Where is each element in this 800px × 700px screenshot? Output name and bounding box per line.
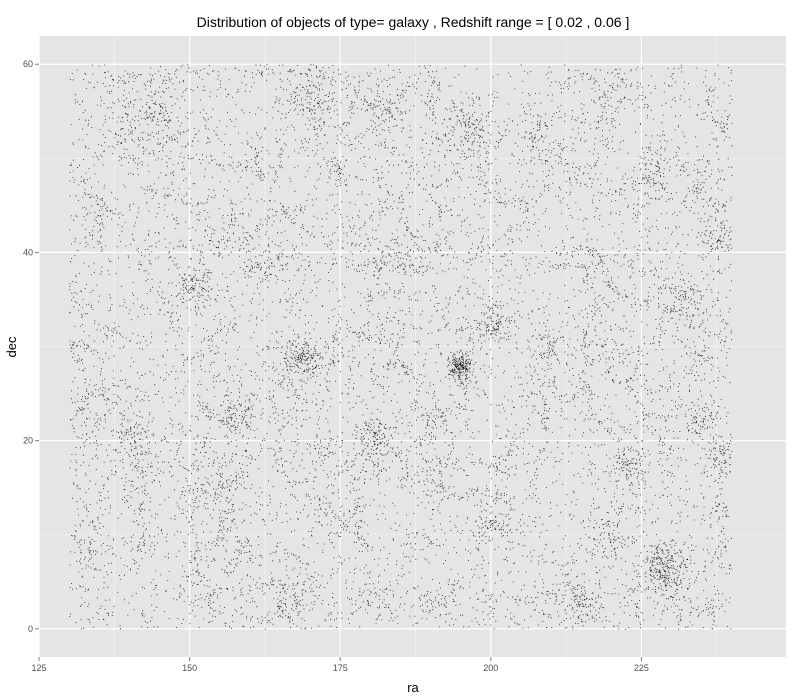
x-tick-label: 125 bbox=[31, 663, 46, 673]
y-axis-title: dec bbox=[4, 336, 19, 357]
x-tick-label: 200 bbox=[483, 663, 498, 673]
y-tick-label: 40 bbox=[23, 247, 33, 257]
major-gridlines bbox=[38, 36, 786, 657]
y-tick-label: 20 bbox=[23, 436, 33, 446]
x-tick-label: 225 bbox=[634, 663, 649, 673]
minor-gridlines bbox=[39, 36, 786, 657]
x-axis-title: ra bbox=[407, 680, 419, 695]
chart-title: Distribution of objects of type= galaxy … bbox=[197, 14, 630, 30]
x-tick-label: 150 bbox=[182, 663, 197, 673]
y-tick-label: 60 bbox=[23, 59, 33, 69]
y-axis-ticks: 0 20 40 60 bbox=[23, 59, 39, 634]
y-tick-label: 0 bbox=[28, 624, 33, 634]
x-tick-label: 175 bbox=[333, 663, 348, 673]
x-axis-ticks: 125 150 175 200 225 bbox=[31, 657, 649, 673]
